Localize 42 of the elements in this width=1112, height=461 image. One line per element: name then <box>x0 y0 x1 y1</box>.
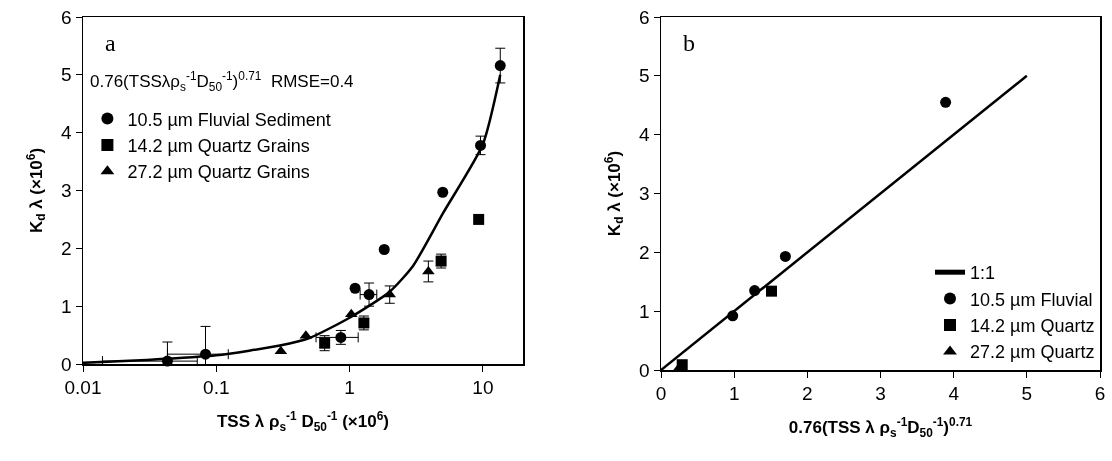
text: 0.76(TSSλρ$_{s}$$^{-1}$D$_{50}$$^{-1}$)$^{0.71}$ RMSE=0.4 <box>90 69 354 94</box>
text: TSS λ ρ$_{s}$$^{-1}$ D$_{50}$$^{-1}$ (×10$^{6}$) <box>216 409 390 435</box>
x-tick-label: 0 <box>655 383 667 405</box>
x-tick-label: 4 <box>948 383 960 405</box>
x-tick-label: 1 <box>344 377 355 399</box>
y-tick-label: 2 <box>639 241 650 263</box>
x-tick-label: 1 <box>728 383 740 405</box>
y-tick-label: 0 <box>639 359 650 381</box>
x-axis-title: 0.76(TSS λ ρ$_{s}$$^{-1}$D$_{50}$$^{-1}$)$^{0.71}$ <box>788 415 973 441</box>
legend-label: 14.2 µm Quartz <box>970 316 1095 337</box>
y-tick-label: 6 <box>639 6 650 28</box>
legend-label: 27.2 µm Quartz Grains <box>127 162 310 183</box>
legend-label: 1:1 <box>970 263 996 284</box>
point <box>749 285 761 297</box>
x-tick-label: 0.01 <box>64 377 102 399</box>
legend-label: 10.5 µm Fluvial <box>970 289 1093 310</box>
point <box>779 250 791 262</box>
y-tick-label: 5 <box>61 64 72 86</box>
y-tick-label: 6 <box>61 6 72 28</box>
y-tick-label: 5 <box>639 65 650 87</box>
y-tick-label: 3 <box>639 183 650 205</box>
y-tick-label: 4 <box>639 124 651 146</box>
y-tick-label: 3 <box>61 180 72 202</box>
legend-label: 10.5 µm Fluvial Sediment <box>127 109 331 130</box>
y-tick-label: 0 <box>61 353 72 375</box>
point <box>727 310 739 322</box>
x-tick-label: 3 <box>875 383 886 405</box>
legend-label: 27.2 µm Quartz <box>970 342 1095 363</box>
y-tick-label: 4 <box>61 122 73 144</box>
legend-label: 14.2 µm Quartz Grains <box>127 135 310 156</box>
annotation: b <box>683 30 695 56</box>
point <box>765 285 777 297</box>
annotation: a <box>105 30 116 56</box>
y-tick-label: 2 <box>61 237 72 259</box>
x-tick-label: 5 <box>1021 383 1033 405</box>
y-tick-label: 1 <box>639 300 650 322</box>
x-tick-label: 6 <box>1094 383 1106 405</box>
y-tick-label: 1 <box>61 295 72 317</box>
x-tick-label: 10 <box>472 377 494 399</box>
x-tick-label: 2 <box>802 383 813 405</box>
point <box>940 96 952 108</box>
x-tick-label: 0.1 <box>203 377 230 399</box>
